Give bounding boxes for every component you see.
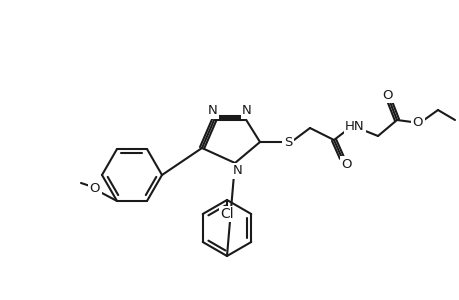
Text: O: O	[412, 116, 422, 128]
Text: HN: HN	[344, 121, 364, 134]
Text: Cl: Cl	[220, 207, 233, 221]
Text: O: O	[90, 182, 100, 196]
Text: O: O	[341, 158, 352, 170]
Text: N: N	[207, 104, 218, 118]
Text: N: N	[233, 164, 242, 178]
Text: S: S	[283, 136, 291, 148]
Text: N: N	[241, 104, 252, 118]
Text: O: O	[382, 88, 392, 101]
